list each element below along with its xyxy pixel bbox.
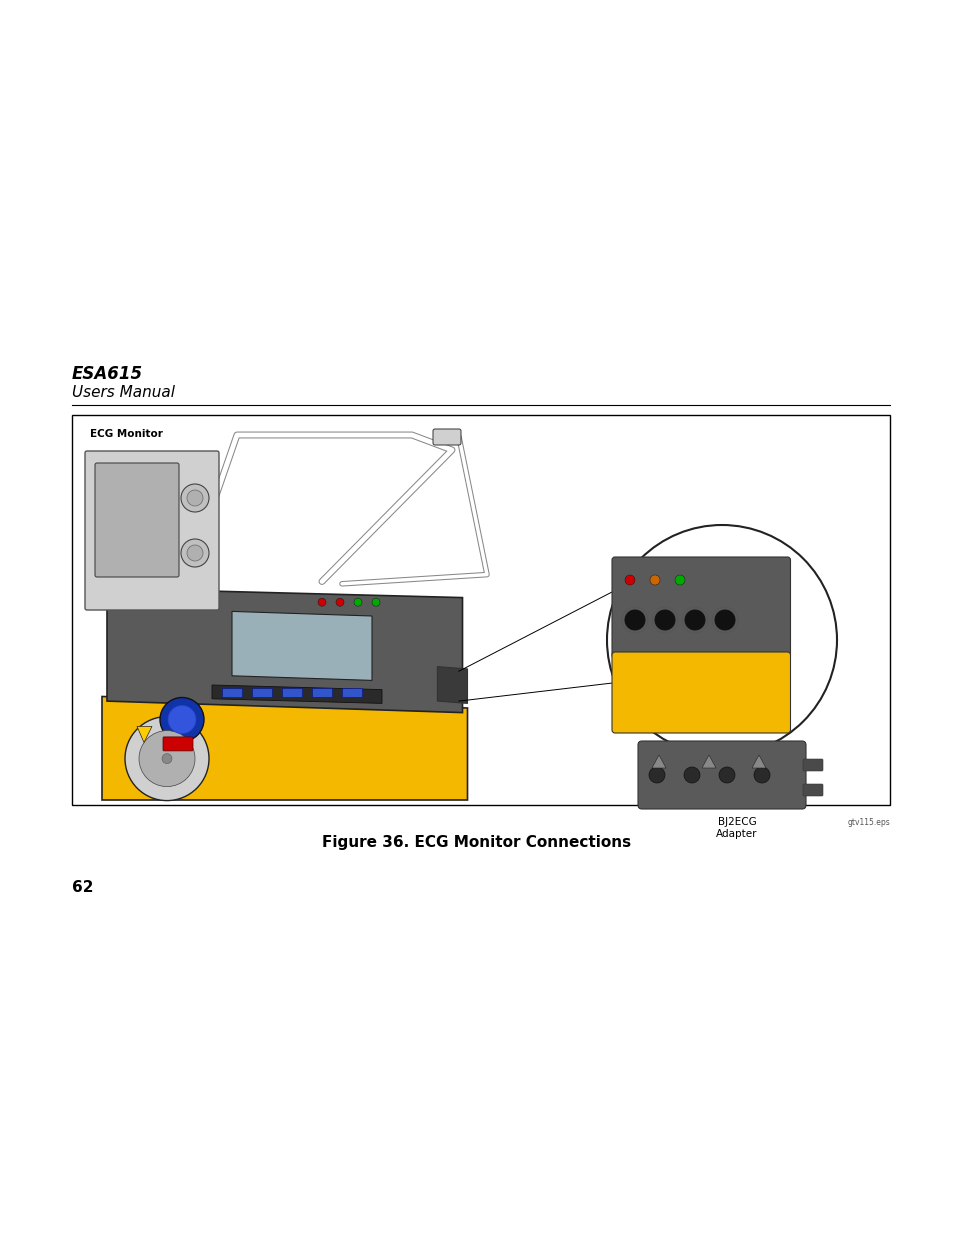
Circle shape	[162, 753, 172, 763]
Text: ESA615: ESA615	[71, 366, 143, 383]
Circle shape	[187, 490, 203, 506]
FancyBboxPatch shape	[85, 451, 219, 610]
Text: gtv115.eps: gtv115.eps	[846, 818, 889, 827]
Bar	[71, 415, 889, 805]
Circle shape	[684, 610, 704, 630]
Circle shape	[753, 767, 769, 783]
FancyBboxPatch shape	[638, 741, 805, 809]
Circle shape	[624, 610, 644, 630]
Circle shape	[317, 598, 326, 606]
Circle shape	[649, 576, 659, 585]
FancyBboxPatch shape	[802, 760, 822, 771]
FancyBboxPatch shape	[802, 784, 822, 797]
Polygon shape	[701, 755, 716, 768]
Bar	[252, 688, 272, 698]
Circle shape	[648, 767, 664, 783]
Bar	[222, 688, 242, 698]
Circle shape	[606, 525, 836, 755]
Circle shape	[139, 731, 194, 787]
Polygon shape	[137, 726, 152, 742]
Polygon shape	[751, 755, 765, 768]
Polygon shape	[232, 611, 372, 680]
Bar	[341, 688, 361, 698]
Circle shape	[168, 705, 195, 734]
FancyBboxPatch shape	[612, 652, 790, 734]
Circle shape	[719, 767, 734, 783]
Text: 62: 62	[71, 881, 93, 895]
Circle shape	[372, 598, 379, 606]
Polygon shape	[102, 697, 467, 800]
Circle shape	[655, 610, 675, 630]
Text: ECG Monitor: ECG Monitor	[90, 429, 163, 438]
Circle shape	[125, 716, 209, 800]
Text: Users Manual: Users Manual	[71, 385, 174, 400]
Circle shape	[624, 576, 635, 585]
Circle shape	[181, 538, 209, 567]
Bar	[312, 688, 332, 698]
Polygon shape	[651, 755, 665, 768]
Circle shape	[714, 610, 734, 630]
FancyBboxPatch shape	[433, 429, 460, 445]
Text: BJ2ECG
Adapter: BJ2ECG Adapter	[716, 818, 757, 839]
FancyBboxPatch shape	[163, 737, 193, 751]
Circle shape	[335, 598, 344, 606]
FancyBboxPatch shape	[95, 463, 179, 577]
Bar	[282, 688, 302, 698]
Text: Figure 36. ECG Monitor Connections: Figure 36. ECG Monitor Connections	[322, 835, 631, 850]
Circle shape	[160, 698, 204, 741]
Circle shape	[675, 576, 684, 585]
FancyBboxPatch shape	[612, 557, 790, 658]
Circle shape	[683, 767, 700, 783]
Circle shape	[181, 484, 209, 513]
Circle shape	[187, 545, 203, 561]
Circle shape	[354, 598, 361, 606]
Polygon shape	[107, 588, 462, 713]
Polygon shape	[436, 667, 467, 704]
Polygon shape	[212, 685, 381, 704]
